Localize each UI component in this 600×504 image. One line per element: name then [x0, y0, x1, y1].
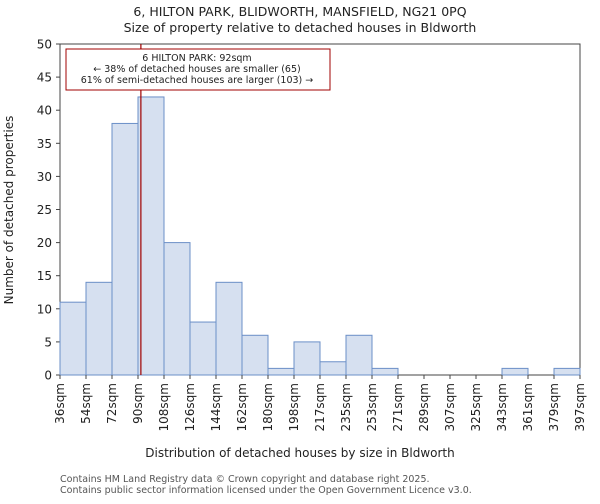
- y-tick-label: 30: [37, 170, 52, 184]
- x-tick-label: 90sqm: [131, 383, 145, 424]
- x-tick-label: 144sqm: [209, 383, 223, 431]
- x-tick-label: 271sqm: [391, 383, 405, 431]
- histogram-bar: [319, 361, 347, 376]
- chart-subtitle: Size of property relative to detached ho…: [124, 20, 477, 35]
- x-tick-label: 180sqm: [261, 383, 275, 431]
- histogram-bar: [137, 96, 165, 376]
- histogram-bar: [267, 367, 295, 376]
- x-tick-label: 397sqm: [573, 383, 587, 431]
- y-tick-label: 45: [37, 71, 52, 85]
- annotation-line-2: ← 38% of detached houses are smaller (65…: [93, 64, 300, 75]
- annotation-box: [65, 48, 331, 91]
- x-tick-label: 198sqm: [287, 383, 301, 431]
- x-tick-label: 36sqm: [53, 383, 67, 424]
- y-tick-label: 40: [37, 104, 52, 118]
- histogram-bar: [85, 281, 113, 376]
- histogram-bar: [189, 321, 217, 376]
- y-tick-label: 35: [37, 137, 52, 151]
- histogram-bar: [345, 334, 373, 376]
- bars: [59, 96, 581, 376]
- x-tick-label: 289sqm: [417, 383, 431, 431]
- histogram-bar: [59, 301, 87, 376]
- x-tick-label: 54sqm: [79, 383, 93, 424]
- x-tick-label: 343sqm: [495, 383, 509, 431]
- x-tick-label: 162sqm: [235, 383, 249, 431]
- annotation-line-3: 61% of semi-detached houses are larger (…: [81, 75, 314, 86]
- histogram-bar: [501, 367, 529, 376]
- y-tick-label: 0: [44, 369, 52, 383]
- histogram-bar: [293, 341, 321, 376]
- x-tick-label: 361sqm: [521, 383, 535, 431]
- y-axis-ticks: 0 5 10 15 20 25 30 35 40 45 50: [37, 38, 60, 383]
- histogram-bar: [163, 242, 191, 376]
- y-tick-label: 50: [37, 38, 52, 52]
- footer-line-2: Contains public sector information licen…: [60, 485, 472, 496]
- y-tick-label: 15: [37, 269, 52, 283]
- histogram-bar: [215, 281, 243, 376]
- y-tick-label: 20: [37, 236, 52, 250]
- histogram-bar: [553, 367, 581, 376]
- x-tick-label: 217sqm: [313, 383, 327, 431]
- x-tick-label: 108sqm: [157, 383, 171, 431]
- x-tick-label: 307sqm: [443, 383, 457, 431]
- y-axis-label: Number of detached properties: [2, 116, 16, 305]
- x-tick-label: 72sqm: [105, 383, 119, 424]
- histogram-bar: [371, 367, 399, 376]
- annotation-line-1: 6 HILTON PARK: 92sqm: [142, 53, 251, 64]
- y-tick-label: 10: [37, 302, 52, 316]
- x-axis-ticks: 36sqm 54sqm 72sqm 90sqm 108sqm 126sqm 144sqm 16…: [53, 375, 587, 431]
- x-tick-label: 379sqm: [547, 383, 561, 431]
- x-tick-label: 126sqm: [183, 383, 197, 431]
- footer-line-1: Contains HM Land Registry data © Crown c…: [60, 474, 430, 485]
- x-tick-label: 325sqm: [469, 383, 483, 431]
- chart-title: 6, HILTON PARK, BLIDWORTH, MANSFIELD, NG…: [133, 4, 466, 19]
- y-tick-label: 25: [37, 203, 52, 217]
- x-tick-label: 235sqm: [339, 383, 353, 431]
- histogram-bar: [241, 334, 269, 376]
- x-axis-label: Distribution of detached houses by size …: [145, 446, 455, 460]
- histogram-bar: [111, 122, 139, 376]
- x-tick-label: 253sqm: [365, 383, 379, 431]
- y-tick-label: 5: [44, 335, 52, 349]
